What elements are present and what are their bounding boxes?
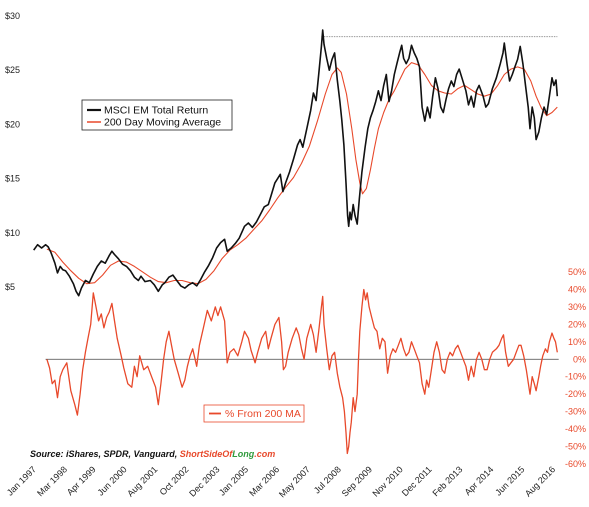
date-tick-label: Jun 2015 bbox=[493, 464, 526, 497]
price-tick-label: $5 bbox=[5, 282, 15, 292]
source-credit: Source: iShares, SPDR, Vanguard, ShortSi… bbox=[30, 449, 275, 459]
pct-tick-label: 20% bbox=[568, 319, 586, 329]
pct-legend-box bbox=[203, 404, 305, 423]
legend-label-pct: % From 200 MA bbox=[225, 408, 301, 420]
pct-tick-label: -50% bbox=[565, 442, 586, 452]
source-suffix: .com bbox=[254, 449, 275, 459]
date-tick-label: Jan 1997 bbox=[5, 464, 38, 497]
date-tick-label: Feb 2013 bbox=[430, 464, 464, 498]
date-tick-label: Apr 2014 bbox=[463, 464, 496, 497]
pct-tick-label: 0% bbox=[573, 354, 586, 364]
pct-tick-label: -30% bbox=[565, 407, 586, 417]
pct-tick-label: -40% bbox=[565, 424, 586, 434]
date-tick-label: Nov 2010 bbox=[370, 464, 404, 498]
date-tick-label: Dec 2003 bbox=[187, 464, 221, 498]
price-tick-label: $15 bbox=[5, 174, 20, 184]
pct-legend: % From 200 MA bbox=[203, 404, 305, 423]
pct-plot-area bbox=[45, 288, 559, 455]
date-tick-label: Dec 2011 bbox=[400, 464, 434, 498]
price-tick-label: $30 bbox=[5, 11, 20, 21]
pct-tick-label: 10% bbox=[568, 337, 586, 347]
price-tick-label: $20 bbox=[5, 119, 20, 129]
pct-tick-label: 40% bbox=[568, 284, 586, 294]
source-brand-long: Long bbox=[232, 449, 254, 459]
pct-axis-ticks: 50% 40% 30% 20% 10% 0% -10% -20% -30% -40% -50% -60… bbox=[565, 267, 586, 469]
pct-from-ma-line bbox=[46, 288, 558, 455]
pct-tick-label: -60% bbox=[565, 459, 586, 469]
price-line bbox=[33, 29, 559, 297]
date-tick-label: Mar 2006 bbox=[247, 464, 281, 498]
source-prefix: Source: iShares, SPDR, Vanguard, bbox=[30, 449, 180, 459]
source-brand-sideof: SideOf bbox=[203, 449, 233, 459]
legend-label-ma: 200 Day Moving Average bbox=[104, 117, 221, 129]
date-tick-label: Sep 2009 bbox=[340, 464, 374, 498]
pct-tick-label: 50% bbox=[568, 267, 586, 277]
date-tick-label: Jun 2000 bbox=[95, 464, 128, 497]
pct-tick-label: 30% bbox=[568, 302, 586, 312]
price-legend: MSCI EM Total Return 200 Day Moving Aver… bbox=[81, 99, 233, 131]
price-plot-area bbox=[33, 29, 559, 297]
date-tick-label: Aug 2001 bbox=[125, 464, 159, 498]
date-tick-label: Apr 1999 bbox=[65, 464, 98, 497]
date-tick-label: Oct 2002 bbox=[158, 464, 191, 497]
source-brand-short: Short bbox=[180, 449, 205, 459]
date-tick-label: Jan 2005 bbox=[217, 464, 250, 497]
pct-tick-label: -10% bbox=[565, 372, 586, 382]
pct-tick-label: -20% bbox=[565, 389, 586, 399]
date-tick-label: Aug 2016 bbox=[523, 464, 557, 498]
moving-average-line bbox=[46, 62, 558, 285]
price-tick-label: $10 bbox=[5, 228, 20, 238]
legend-label-price: MSCI EM Total Return bbox=[104, 105, 208, 117]
date-tick-label: May 2007 bbox=[277, 464, 312, 499]
price-tick-label: $25 bbox=[5, 65, 20, 75]
date-tick-label: Mar 1998 bbox=[35, 464, 69, 498]
price-axis-ticks: $5 $10 $15 $20 $25 $30 bbox=[5, 11, 20, 292]
date-tick-label: Jul 2008 bbox=[312, 464, 343, 495]
price-legend-box bbox=[81, 99, 233, 131]
